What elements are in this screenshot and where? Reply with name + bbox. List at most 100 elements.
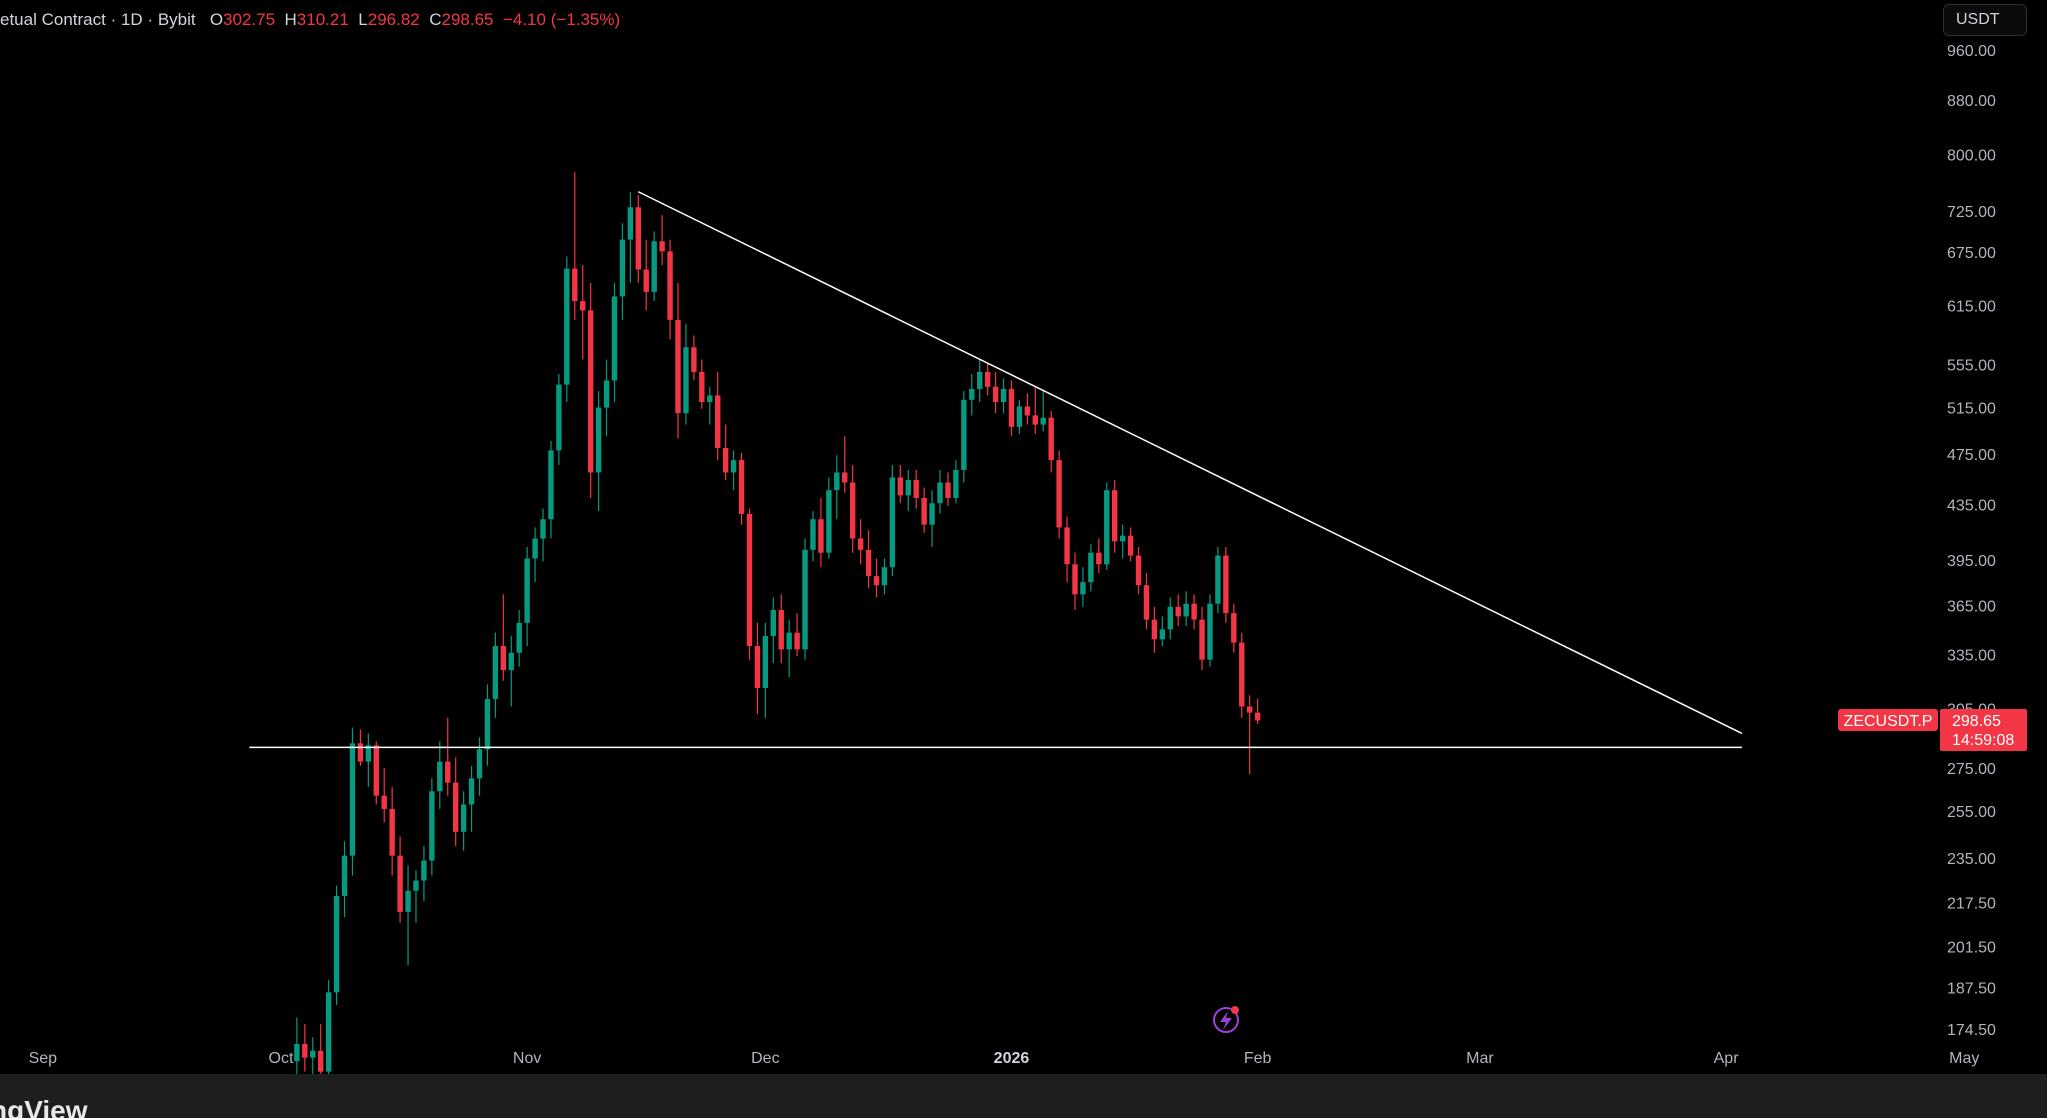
candle[interactable]	[770, 597, 776, 664]
candle[interactable]	[1088, 544, 1094, 592]
candle[interactable]	[1024, 393, 1031, 425]
candle[interactable]	[445, 717, 451, 796]
candle[interactable]	[643, 239, 649, 311]
candle[interactable]	[754, 622, 761, 715]
candle[interactable]	[849, 464, 856, 553]
candle[interactable]	[500, 594, 507, 681]
candle[interactable]	[508, 635, 514, 707]
candle[interactable]	[651, 231, 657, 302]
candle[interactable]	[1127, 527, 1134, 562]
candle[interactable]	[310, 1037, 316, 1074]
candle[interactable]	[524, 546, 530, 647]
candle[interactable]	[405, 865, 411, 966]
candle[interactable]	[921, 487, 927, 533]
candle[interactable]	[468, 765, 475, 832]
candle[interactable]	[984, 363, 991, 396]
candle[interactable]	[1143, 573, 1150, 630]
candle[interactable]	[818, 497, 824, 568]
candle[interactable]	[1175, 594, 1181, 627]
currency-selector-button[interactable]: USDT	[1943, 4, 2027, 36]
candle[interactable]	[429, 778, 435, 876]
candlestick-chart[interactable]: 960.00 880.00 800.00 725.00 675.00 615.00 555.…	[0, 0, 2047, 1074]
candle[interactable]	[873, 558, 880, 598]
candle[interactable]	[746, 508, 753, 660]
candle[interactable]	[381, 767, 387, 823]
candle[interactable]	[516, 610, 522, 667]
candle[interactable]	[532, 527, 538, 583]
candle[interactable]	[437, 741, 443, 809]
candle[interactable]	[365, 733, 372, 787]
candle[interactable]	[460, 791, 467, 851]
candle[interactable]	[413, 870, 419, 923]
candle[interactable]	[691, 335, 697, 381]
candle[interactable]	[1167, 597, 1173, 640]
candle[interactable]	[1000, 378, 1007, 414]
candle[interactable]	[1048, 410, 1054, 473]
candle[interactable]	[294, 1017, 300, 1074]
candle[interactable]	[1239, 632, 1245, 718]
time-axis[interactable]: Sep Oct Nov Dec 2026 Feb Mar Apr May	[29, 1050, 1980, 1067]
candle[interactable]	[953, 460, 959, 504]
candle[interactable]	[1207, 594, 1213, 667]
candle[interactable]	[556, 374, 562, 465]
candle[interactable]	[397, 836, 403, 923]
candle[interactable]	[897, 464, 904, 504]
candle[interactable]	[389, 786, 395, 876]
candle[interactable]	[1032, 386, 1038, 434]
candle[interactable]	[1080, 567, 1086, 607]
candle[interactable]	[857, 519, 864, 565]
candle[interactable]	[1231, 603, 1237, 653]
candle[interactable]	[635, 194, 641, 283]
candle[interactable]	[1016, 399, 1023, 434]
candle[interactable]	[889, 464, 896, 577]
flash-icon[interactable]	[1213, 1006, 1239, 1033]
candle[interactable]	[349, 727, 356, 876]
candle[interactable]	[1254, 698, 1261, 724]
candle[interactable]	[778, 594, 784, 664]
candle[interactable]	[1040, 391, 1046, 432]
candle[interactable]	[572, 172, 578, 320]
candle[interactable]	[707, 386, 713, 425]
candle[interactable]	[865, 530, 872, 589]
candle[interactable]	[699, 359, 705, 409]
candle[interactable]	[786, 619, 792, 678]
trendline-descending-resistance[interactable]	[637, 191, 1743, 735]
candle[interactable]	[969, 374, 975, 416]
candle[interactable]	[1199, 606, 1205, 671]
candle[interactable]	[961, 391, 967, 483]
lightning-bolt-icon[interactable]	[1213, 1007, 1239, 1033]
candle[interactable]	[842, 436, 848, 493]
candle[interactable]	[318, 1024, 324, 1074]
candle[interactable]	[619, 223, 626, 320]
candle[interactable]	[683, 323, 689, 425]
symbol-name[interactable]: etual Contract	[0, 10, 106, 29]
candle[interactable]	[421, 845, 427, 902]
candle[interactable]	[1215, 546, 1221, 614]
candle[interactable]	[730, 450, 737, 491]
candle[interactable]	[1104, 482, 1110, 571]
candle[interactable]	[913, 469, 919, 509]
candle[interactable]	[802, 538, 808, 660]
candle[interactable]	[548, 440, 554, 539]
candle[interactable]	[1223, 546, 1229, 623]
candle[interactable]	[587, 282, 594, 498]
candle[interactable]	[826, 477, 832, 559]
candle[interactable]	[659, 215, 665, 266]
candle[interactable]	[738, 452, 745, 525]
candle[interactable]	[373, 741, 379, 805]
candle[interactable]	[1159, 616, 1166, 647]
interval-label[interactable]: 1D	[120, 10, 143, 29]
candle[interactable]	[1096, 538, 1102, 574]
candle[interactable]	[1191, 594, 1197, 630]
candle[interactable]	[881, 558, 888, 595]
candle[interactable]	[1112, 479, 1118, 553]
candle[interactable]	[1119, 524, 1126, 559]
candle[interactable]	[627, 191, 634, 283]
symbol-legend[interactable]: etual Contract · 1D · Bybit O302.75 H310…	[0, 10, 620, 30]
tradingview-logo-text[interactable]: ngView	[0, 1095, 88, 1118]
candle[interactable]	[564, 256, 570, 403]
candle[interactable]	[762, 622, 769, 718]
candle[interactable]	[325, 980, 332, 1074]
candle[interactable]	[905, 469, 911, 512]
candle[interactable]	[722, 424, 729, 480]
